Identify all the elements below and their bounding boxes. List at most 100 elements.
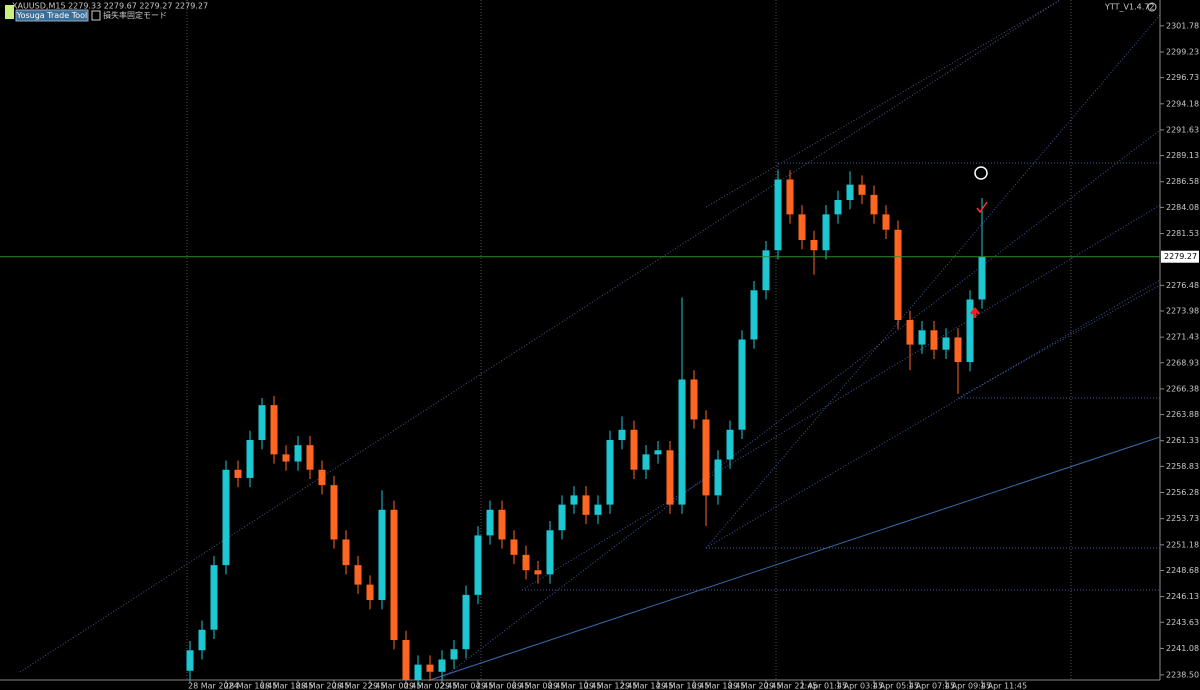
current-price-box [1161,250,1199,263]
x-tick-label: 1 Apr 01:45 [800,682,847,690]
candle-body [954,337,962,363]
candle-body [678,379,686,505]
candle-body [894,229,902,320]
candle-body [582,495,590,515]
x-tick-label: 1 Apr 05:45 [872,682,919,690]
y-tick-label: 2261.33 [1166,436,1199,445]
candle-body [270,405,278,455]
y-tick-label: 2256.28 [1166,488,1199,497]
tool-button[interactable] [15,9,89,22]
y-tick-label: 2286.58 [1166,177,1199,186]
candle-body [834,200,842,215]
candle-body [858,184,866,195]
y-tick-label: 2251.18 [1166,540,1199,549]
x-tick-label: 29 Mar 12:45 [584,682,637,690]
x-tick-label: 1 Apr 03:45 [836,682,883,690]
tool-button-label: Yosuga Trade Tool [16,11,87,20]
candle-body [714,459,722,496]
candle-body [966,299,974,363]
version-label: YTT_V1.4.72 [1104,3,1154,12]
candle-body [534,570,542,575]
candle-body [222,469,230,566]
buy-arrow [970,306,980,318]
x-tick-label: 29 Mar 00:45 [368,682,421,690]
candle-body [606,440,614,505]
x-tick-label: 28 Mar 20:45 [296,682,349,690]
candle-body [870,194,878,215]
candle-body [846,184,854,200]
y-tick-label: 2301.78 [1166,21,1199,30]
y-tick-label: 2291.63 [1166,125,1199,134]
candle-body [690,379,698,420]
candle-body [642,454,650,470]
candle-body [702,419,710,496]
x-tick-label: 28 Mar 18:45 [260,682,313,690]
x-tick-label: 28 Mar 16:45 [224,682,277,690]
candle-body [318,469,326,486]
candle-body [906,320,914,345]
candle-body [402,640,410,680]
x-tick-label: 29 Mar 16:45 [656,682,709,690]
status-icon [5,5,14,19]
y-tick-label: 2299.23 [1166,48,1199,57]
candle-body [354,565,362,585]
x-tick-label: 1 Apr 09:45 [944,682,991,690]
candle-body [390,509,398,640]
candle-body [186,650,194,671]
plot: 2301.78 2299.23 2296.73 2294.18 2291.63 2289.… [0,21,1199,690]
candle-body [258,405,266,440]
candle-body [366,584,374,600]
candle-body [462,594,470,650]
candle-body [810,240,818,251]
candle-body [594,504,602,515]
candle-body [450,649,458,660]
x-tick-label: 29 Mar 18:45 [692,682,745,690]
y-tick-label: 2248.68 [1166,566,1199,575]
x-tick-label: 29 Mar 06:45 [476,682,529,690]
x-tick-label: 29 Mar 02:45 [404,682,457,690]
y-tick-label: 2281.53 [1166,229,1199,238]
candle-body [762,250,770,291]
y-tick-label: 2266.38 [1166,384,1199,393]
candle-body [618,429,626,440]
mode-checkbox[interactable] [91,10,101,21]
x-tick-label: 1 Apr 11:45 [980,682,1027,690]
candle-body [654,450,662,455]
candle-body [234,469,242,478]
y-tick-label: 2243.63 [1166,618,1199,627]
mode-label: 損失率固定モード [103,10,167,20]
candle-body [246,440,254,478]
candle-body [474,535,482,595]
trend-line [429,436,1161,681]
y-tick-label: 2258.83 [1166,462,1199,471]
candle-body [918,330,926,345]
x-tick-label: 28 Mar 2024 [188,682,239,690]
candle-body [570,495,578,505]
candle-body [306,445,314,470]
candle-body [546,530,554,575]
y-tick-label: 2241.08 [1166,644,1199,653]
candle-body [738,339,746,430]
candle-body [786,179,794,215]
drawings [19,0,1161,681]
x-tick-label: 29 Mar 08:45 [512,682,565,690]
candle-body [822,214,830,251]
candle-body [774,179,782,251]
settings-button[interactable] [1147,2,1157,12]
candle-body [294,445,302,462]
y-tick-label: 2296.73 [1166,73,1199,82]
candle-body [942,337,950,350]
candle-body [978,256,986,300]
x-tick-label: 29 Mar 10:45 [548,682,601,690]
candle-body [798,214,806,240]
candle-body [486,509,494,536]
x-tick-label: 29 Mar 20:45 [728,682,781,690]
y-tick-label: 2273.98 [1166,306,1199,315]
candle-body [426,664,434,672]
candle-body [198,629,206,651]
x-tick-label: 1 Apr 07:45 [908,682,955,690]
check-mark [976,201,988,214]
candle-body [510,539,518,555]
candle-body [342,539,350,566]
